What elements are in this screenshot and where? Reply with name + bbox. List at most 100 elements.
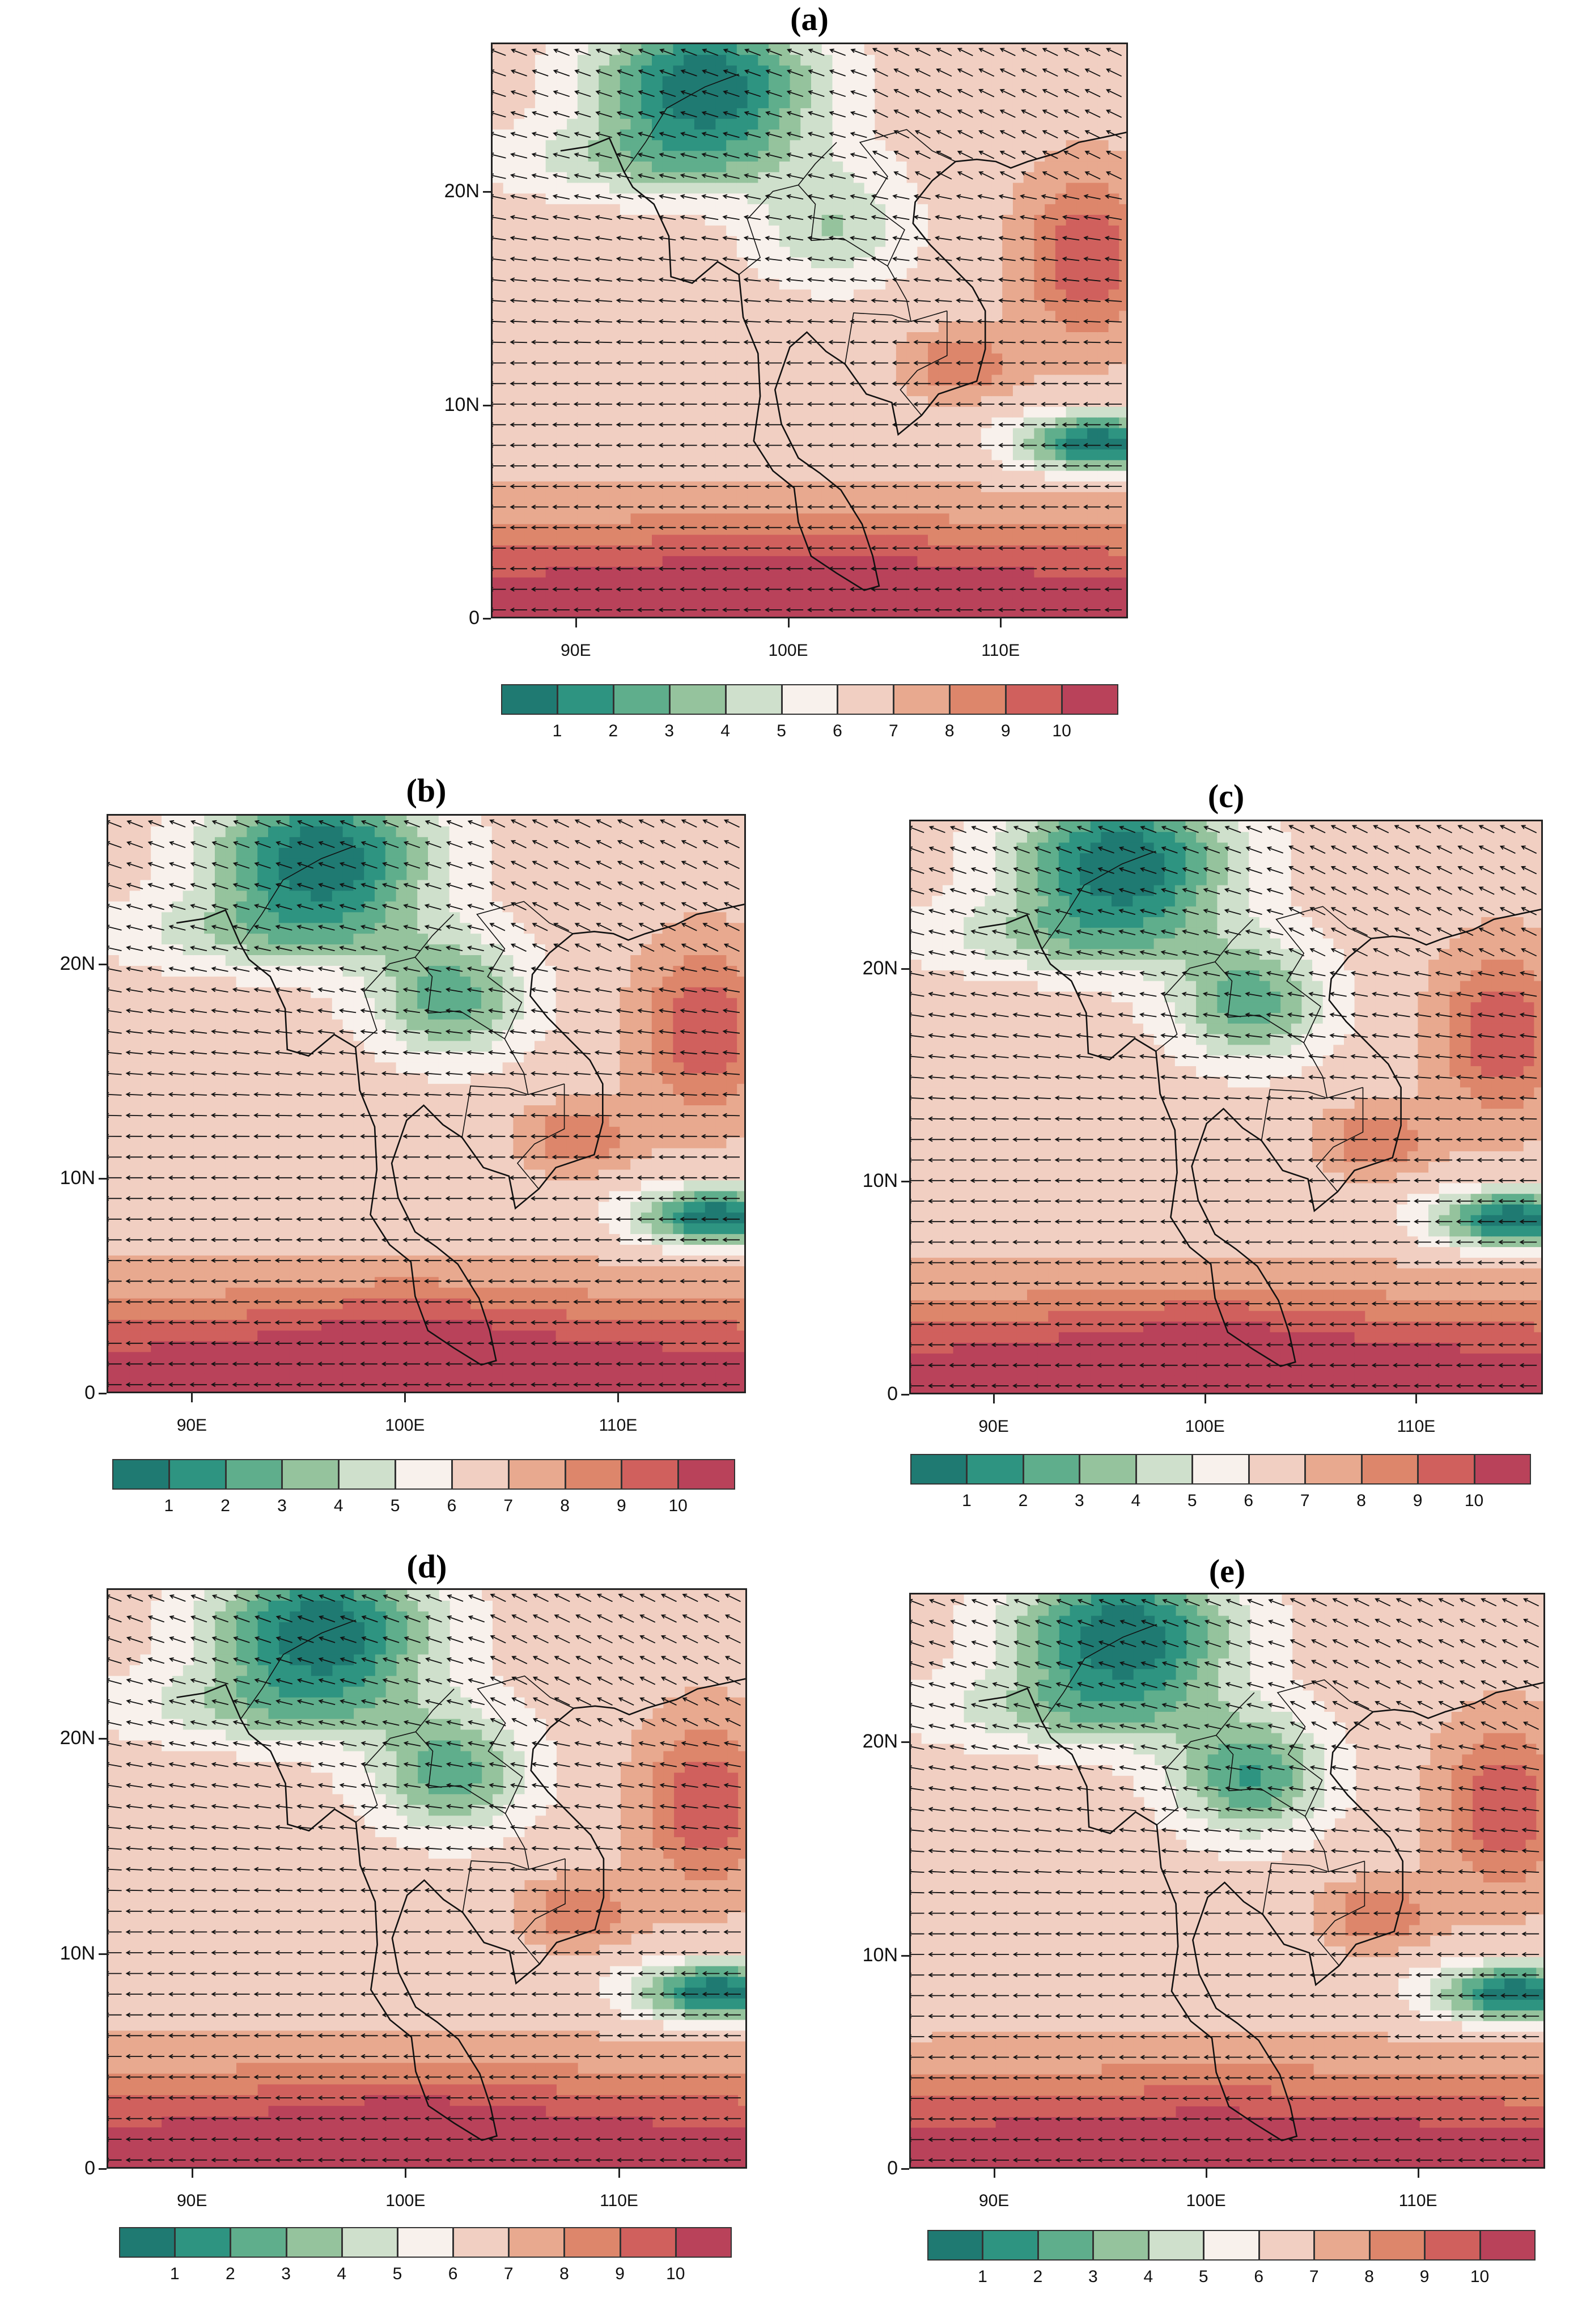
map-frame (909, 820, 1543, 1394)
latitude-tick (99, 2168, 107, 2170)
longitude-tick (1205, 2169, 1207, 2178)
colorbar-tick-label: 7 (1288, 1491, 1322, 1511)
colorbar-swatch (175, 2227, 231, 2258)
colorbar-swatch (1079, 1454, 1136, 1485)
colorbar-tick-label: 8 (1352, 2267, 1386, 2287)
latitude-tick (901, 1954, 909, 1957)
longitude-tick (1000, 618, 1002, 627)
latitude-tick (901, 2168, 909, 2170)
latitude-label: 0 (429, 607, 480, 629)
colorbar-tick-label: 2 (1021, 2267, 1055, 2287)
longitude-label: 110E (1382, 1417, 1450, 1436)
wind-vectors (108, 819, 740, 1387)
colorbar-swatch (1369, 2230, 1426, 2261)
colorbar-tick-label: 9 (603, 2264, 637, 2284)
longitude-tick (993, 1394, 995, 1403)
colorbar-tick-label: 2 (209, 1496, 243, 1516)
colorbar-tick-label: 5 (1186, 2267, 1220, 2287)
colorbar-tick-label: 3 (1076, 2267, 1110, 2287)
longitude-tick (993, 2169, 995, 2178)
colorbar-swatch (1203, 2230, 1259, 2261)
latitude-tick (483, 404, 491, 406)
colorbar-swatch (1093, 2230, 1149, 2261)
colorbar-swatch (338, 1459, 396, 1490)
colorbar-swatch (982, 2230, 1038, 2261)
colorbar-swatch (927, 2230, 983, 2261)
colorbar-swatch (1006, 684, 1063, 715)
colorbar-swatch (230, 2227, 287, 2258)
latitude-tick (901, 968, 909, 970)
longitude-tick (617, 1393, 620, 1402)
wind-speed-shading (108, 1590, 745, 2167)
colorbar-swatch (620, 2227, 676, 2258)
colorbar-swatch (119, 2227, 176, 2258)
colorbar-tick-label: 6 (435, 1496, 469, 1516)
colorbar-swatch (286, 2227, 342, 2258)
colorbar-swatch (725, 684, 782, 715)
longitude-tick (191, 1393, 193, 1402)
longitude-label: 110E (584, 1416, 652, 1435)
colorbar-tick-label: 3 (652, 722, 686, 741)
coastline (560, 73, 1126, 591)
longitude-label: 110E (585, 2191, 653, 2211)
colorbar-swatch (1148, 2230, 1204, 2261)
wind-speed-shading (108, 816, 744, 1392)
longitude-label: 100E (1172, 2191, 1240, 2211)
map-frame (107, 1588, 747, 2169)
colorbar-swatch (168, 1459, 226, 1490)
colorbar-swatch (508, 1459, 566, 1490)
coastline (978, 850, 1541, 1367)
coastline (978, 1623, 1543, 2141)
colorbar-swatch (1023, 1454, 1080, 1485)
colorbar-tick-label: 5 (378, 1496, 412, 1516)
colorbar-swatch (1479, 2230, 1536, 2261)
longitude-tick (787, 618, 790, 627)
wind-vectors (493, 48, 1122, 612)
colorbar-tick-label: 6 (436, 2264, 470, 2284)
colorbar-swatch (1135, 1454, 1193, 1485)
latitude-tick (901, 1181, 909, 1183)
colorbar-tick-label: 6 (1242, 2267, 1276, 2287)
latitude-label: 20N (429, 180, 480, 202)
wind-map (493, 44, 1126, 617)
colorbar-tick-label: 1 (152, 1496, 186, 1516)
colorbar-tick-label: 6 (1232, 1491, 1266, 1511)
colorbar-swatch (1192, 1454, 1249, 1485)
longitude-label: 100E (371, 2191, 439, 2211)
longitude-tick (191, 2169, 193, 2178)
colorbar-swatch (397, 2227, 454, 2258)
colorbar: 1 2 3 4 5 6 7 8 9 10 (501, 684, 1118, 747)
panel-title: (b) (370, 771, 483, 809)
latitude-tick (901, 1394, 909, 1396)
colorbar-swatch (341, 2227, 398, 2258)
longitude-label: 90E (158, 1416, 226, 1435)
colorbar: 1 2 3 4 5 6 7 8 9 10 (910, 1454, 1531, 1516)
colorbar-tick-label: 7 (876, 722, 910, 741)
colorbar-tick-label: 8 (547, 2264, 581, 2284)
colorbar-swatch (565, 1459, 622, 1490)
colorbar-swatch (1361, 1454, 1419, 1485)
latitude-tick (483, 618, 491, 620)
longitude-label: 90E (158, 2191, 226, 2211)
colorbar-tick-label: 9 (1407, 2267, 1441, 2287)
colorbar-swatch (1314, 2230, 1370, 2261)
colorbar-tick-label: 3 (1062, 1491, 1096, 1511)
colorbar-tick-label: 10 (661, 1496, 695, 1516)
colorbar-tick-label: 9 (604, 1496, 638, 1516)
colorbar-swatch (678, 1459, 735, 1490)
wind-vectors (911, 1598, 1539, 2162)
colorbar-swatch (675, 2227, 732, 2258)
latitude-label: 20N (44, 1727, 95, 1749)
colorbar-swatch (112, 1459, 169, 1490)
wind-map (108, 816, 744, 1392)
wind-map (108, 1590, 745, 2167)
colorbar-tick-label: 10 (1463, 2267, 1497, 2287)
latitude-label: 20N (847, 957, 898, 979)
colorbar-tick-label: 3 (269, 2264, 303, 2284)
colorbar-tick-label: 4 (709, 722, 743, 741)
longitude-label: 100E (371, 1416, 439, 1435)
colorbar-tick-label: 3 (265, 1496, 299, 1516)
colorbar: 1 2 3 4 5 6 7 8 9 10 (119, 2227, 732, 2289)
colorbar-swatch (557, 684, 614, 715)
latitude-label: 10N (847, 1944, 898, 1966)
